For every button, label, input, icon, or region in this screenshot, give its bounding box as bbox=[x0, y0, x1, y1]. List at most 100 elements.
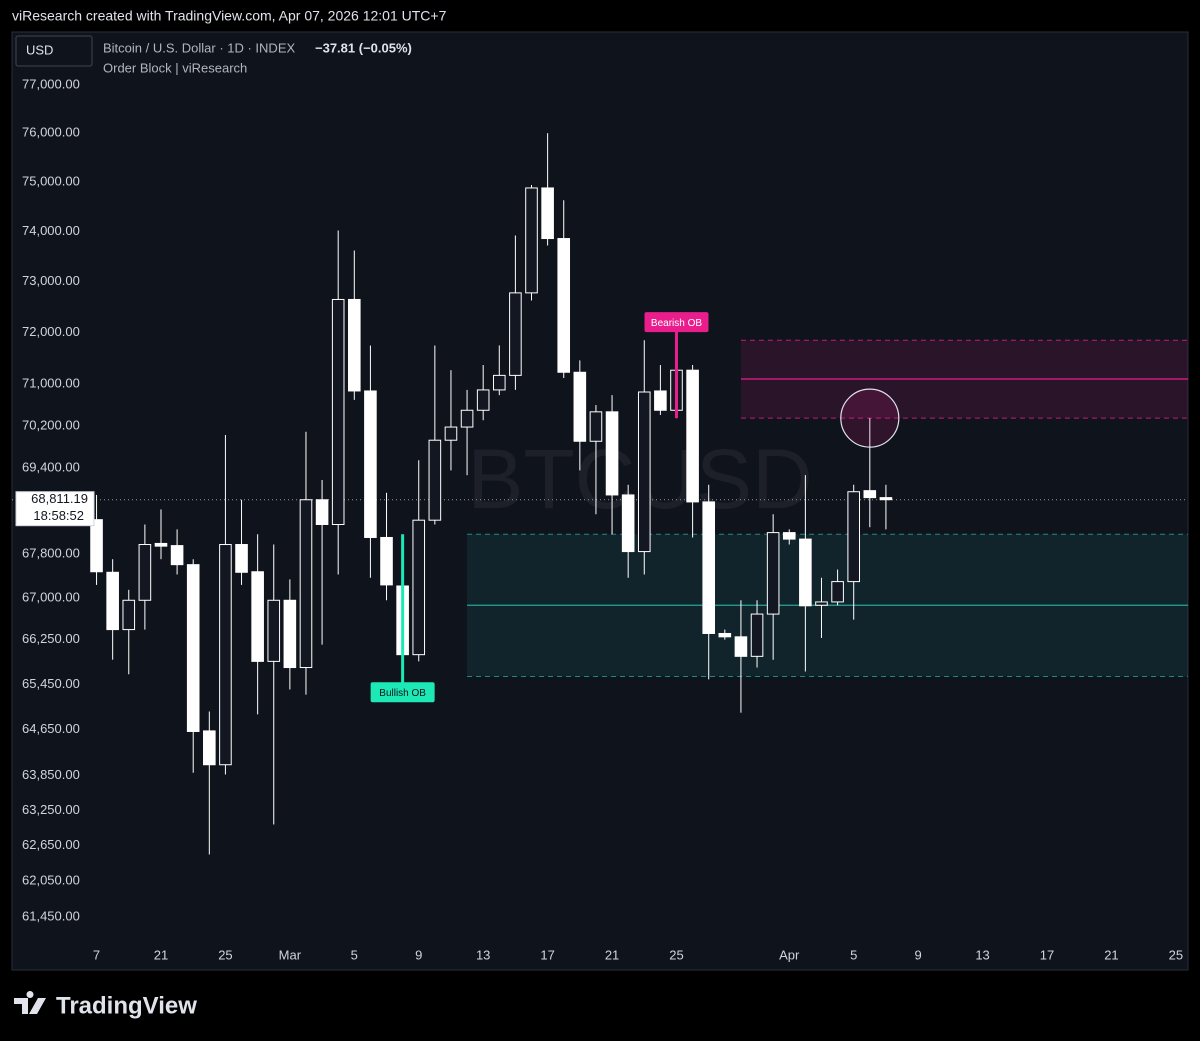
candle-body bbox=[541, 187, 554, 240]
annotation-box bbox=[370, 682, 435, 703]
y-tick-label: 76,000.00 bbox=[22, 125, 80, 140]
candle-body bbox=[331, 298, 345, 525]
candle-body bbox=[283, 599, 297, 669]
candle-body bbox=[364, 390, 377, 538]
annotation-label: Bearish OB bbox=[651, 318, 702, 329]
x-tick-label: 17 bbox=[540, 947, 554, 962]
y-tick-label: 62,650.00 bbox=[22, 837, 80, 852]
x-tick-label: 21 bbox=[1104, 947, 1118, 962]
countdown: 18:58:52 bbox=[33, 508, 84, 523]
y-tick-label: 61,450.00 bbox=[22, 908, 80, 923]
x-tick-label: 17 bbox=[1040, 947, 1054, 962]
candle-body bbox=[799, 538, 812, 607]
candle-body bbox=[460, 409, 474, 428]
x-tick-label: 21 bbox=[154, 947, 168, 962]
candle-body bbox=[299, 499, 313, 669]
candle-body bbox=[315, 499, 329, 525]
chart-title: Bitcoin / U.S. Dollar · 1D · INDEX bbox=[103, 40, 295, 55]
candle-body bbox=[734, 636, 748, 657]
last-price-box bbox=[15, 491, 95, 527]
subtitle: Order Block | viResearch bbox=[103, 60, 247, 75]
candle-body bbox=[782, 532, 796, 540]
candle-body bbox=[492, 374, 506, 391]
y-tick-label: 67,800.00 bbox=[22, 546, 80, 561]
candle-body bbox=[718, 632, 732, 638]
y-tick-label: 69,400.00 bbox=[22, 460, 80, 475]
candle-body bbox=[428, 439, 442, 521]
x-tick-label: 7 bbox=[93, 947, 100, 962]
candle-body bbox=[589, 411, 603, 442]
candle-body bbox=[170, 545, 184, 566]
candle-body bbox=[380, 536, 393, 586]
candle-body bbox=[348, 298, 361, 392]
x-tick-label: Mar bbox=[279, 947, 302, 962]
y-tick-label: 75,000.00 bbox=[22, 173, 80, 188]
candle-body bbox=[186, 564, 200, 732]
x-tick-label: 25 bbox=[669, 947, 683, 962]
candle-body bbox=[476, 389, 490, 411]
candle-body bbox=[879, 497, 893, 501]
y-tick-label: 63,850.00 bbox=[22, 767, 80, 782]
x-tick-label: 5 bbox=[850, 947, 857, 962]
logo-text: TradingView bbox=[56, 992, 197, 1019]
candle-body bbox=[557, 238, 571, 373]
x-tick-label: 13 bbox=[476, 947, 490, 962]
highlight-circle bbox=[840, 388, 900, 448]
candle-body bbox=[654, 390, 667, 411]
x-tick-label: 9 bbox=[915, 947, 922, 962]
candle-body bbox=[525, 187, 538, 294]
logo: TradingView bbox=[14, 991, 197, 1019]
candle-body bbox=[766, 532, 780, 615]
x-tick-label: 5 bbox=[351, 947, 358, 962]
annotation-box bbox=[644, 312, 709, 333]
annotation-label: Bullish OB bbox=[379, 688, 426, 699]
candle-body bbox=[702, 501, 716, 634]
y-tick-label: 77,000.00 bbox=[22, 76, 80, 91]
candle-body bbox=[686, 369, 699, 503]
candle-body bbox=[621, 494, 635, 553]
candle-body bbox=[847, 491, 860, 583]
logo-mark bbox=[14, 991, 46, 1014]
x-tick-label: 13 bbox=[975, 947, 989, 962]
currency[interactable]: USD bbox=[26, 42, 53, 57]
candle-body bbox=[412, 519, 426, 656]
candle-body bbox=[573, 371, 587, 442]
candle-body bbox=[219, 544, 232, 766]
y-tick-label: 72,000.00 bbox=[22, 324, 80, 339]
last-price-label: 68,811.19 bbox=[31, 491, 88, 506]
candle-body bbox=[251, 571, 264, 662]
candle-body bbox=[154, 542, 168, 547]
candle-body bbox=[203, 730, 216, 766]
candle-body bbox=[235, 544, 248, 573]
plot-frame bbox=[11, 31, 1189, 971]
x-tick-label: 9 bbox=[415, 947, 422, 962]
header: viResearch created with TradingView.com,… bbox=[12, 8, 447, 24]
candle-body bbox=[815, 601, 828, 606]
x-tick-label: 21 bbox=[605, 947, 619, 962]
y-tick-label: 62,050.00 bbox=[22, 873, 80, 888]
candle-body bbox=[605, 411, 619, 496]
plot-area bbox=[12, 133, 1188, 855]
x-tick-label: 25 bbox=[1169, 947, 1183, 962]
candle-body bbox=[509, 292, 522, 376]
y-tick-label: 66,250.00 bbox=[22, 631, 80, 646]
candle-body bbox=[750, 613, 764, 657]
candle-body bbox=[637, 391, 651, 553]
candle-body bbox=[122, 599, 136, 631]
y-tick-label: 70,200.00 bbox=[22, 417, 80, 432]
y-tick-label: 65,450.00 bbox=[22, 676, 80, 691]
candle-body bbox=[863, 490, 877, 499]
currency-box[interactable] bbox=[15, 35, 93, 67]
y-tick-label: 63,250.00 bbox=[22, 802, 80, 817]
x-tick-label: 25 bbox=[218, 947, 232, 962]
candle-body bbox=[444, 426, 458, 441]
candle-body bbox=[831, 581, 844, 603]
candle-body bbox=[106, 571, 119, 631]
x-tick-label: Apr bbox=[779, 947, 800, 962]
y-tick-label: 71,000.00 bbox=[22, 376, 80, 391]
y-tick-label: 64,650.00 bbox=[22, 721, 80, 736]
candle-body bbox=[267, 599, 281, 662]
y-tick-label: 74,000.00 bbox=[22, 223, 80, 238]
